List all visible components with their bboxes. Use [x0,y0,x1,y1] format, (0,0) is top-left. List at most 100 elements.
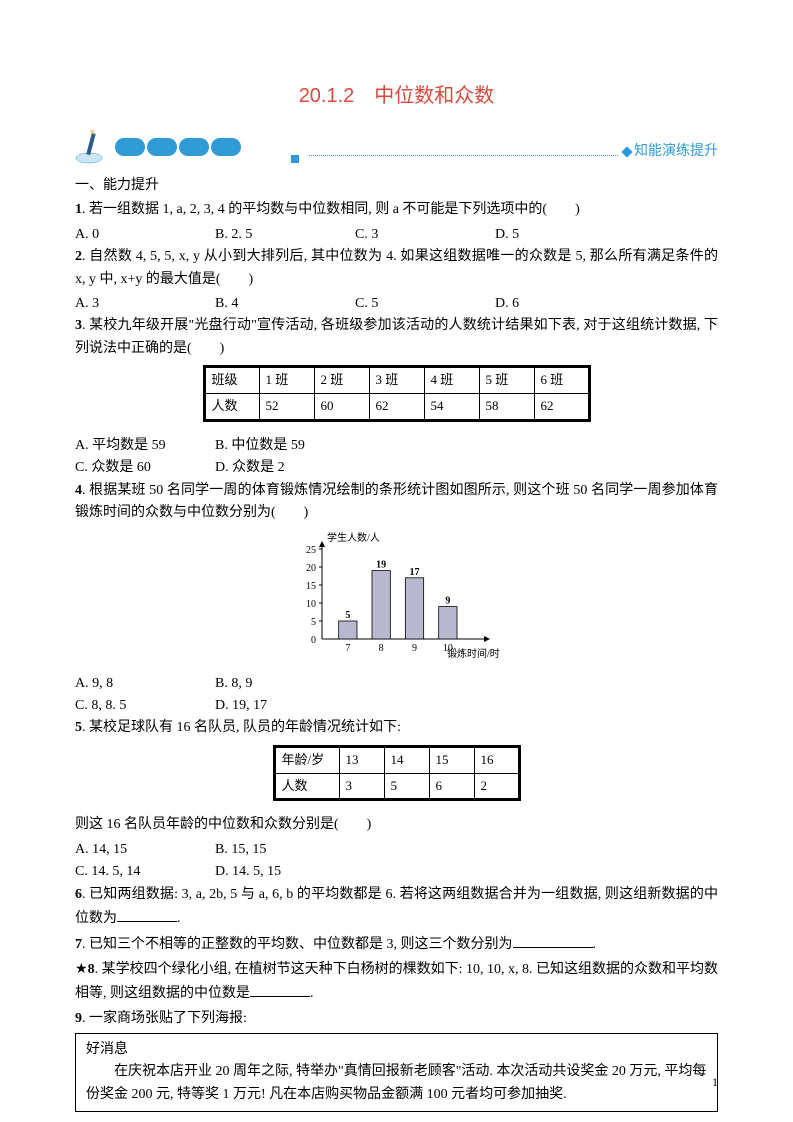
pencil-icon [75,130,110,165]
question-8: ★8. 某学校四个绿化小组, 在植树节这天种下白杨树的棵数如下: 10, 10,… [75,959,718,1006]
q5-options-row2: C. 14. 5, 14 D. 14. 5, 15 [75,861,718,883]
q4-options-row1: A. 9, 8 B. 8, 9 [75,673,718,695]
svg-text:9: 9 [412,643,417,654]
q3-options-row1: A. 平均数是 59 B. 中位数是 59 [75,435,718,457]
q5-r4: 2 [474,773,519,800]
svg-text:10: 10 [442,643,452,654]
q5-th2: 14 [384,746,429,773]
q4-bar-chart: 5101520250学生人数/人锻炼时间/时57198179910 [287,529,507,659]
q3-r2: 60 [314,393,369,420]
q5-opt-d: D. 14. 5, 15 [215,861,355,883]
q7-text-before: . 已知三个不相等的正整数的平均数、中位数都是 3, 则这三个数分别为 [82,937,513,952]
svg-text:9: 9 [445,596,450,607]
q3-r0: 人数 [204,393,259,420]
svg-text:5: 5 [311,617,316,628]
svg-text:17: 17 [409,567,419,578]
q6-text-after: . [177,911,181,926]
fill-blank [117,906,177,922]
q5-opt-c: C. 14. 5, 14 [75,861,215,883]
q4-opt-a: A. 9, 8 [75,673,215,695]
q6-num: 6 [75,887,82,902]
q1-num: 1 [75,202,82,217]
q5-r2: 5 [384,773,429,800]
q4-opt-d: D. 19, 17 [215,695,355,717]
q1-opt-b: B. 2. 5 [215,224,355,246]
q5-th0: 年龄/岁 [274,746,339,773]
q4-num: 4 [75,483,82,498]
q2-opt-c: C. 5 [355,293,495,315]
q5-options-row1: A. 14, 15 B. 15, 15 [75,839,718,861]
table-row: 人数 52 60 62 54 58 62 [204,393,589,420]
fill-blank [513,932,593,948]
banner-text: 知能演练提升 [634,141,718,163]
q3-num: 3 [75,318,82,333]
q5-r1: 3 [339,773,384,800]
q4-options-row2: C. 8, 8. 5 D. 19, 17 [75,695,718,717]
svg-text:学生人数/人: 学生人数/人 [327,531,380,544]
q3-r6: 62 [534,393,589,420]
table-row: 人数 3 5 6 2 [274,773,519,800]
q2-opt-b: B. 4 [215,293,355,315]
q3-r3: 62 [369,393,424,420]
poster-box: 好消息 在庆祝本店开业 20 周年之际, 特举办"真情回报新老顾客"活动. 本次… [75,1033,718,1112]
question-4: 4. 根据某班 50 名同学一周的体育锻炼情况绘制的条形统计图如图所示, 则这个… [75,480,718,525]
q3-text: . 某校九年级开展"光盘行动"宣传活动, 各班级参加该活动的人数统计结果如下表,… [75,318,718,355]
fill-blank [250,981,310,997]
diamond-icon [621,146,632,157]
q3-r1: 52 [259,393,314,420]
q5-r0: 人数 [274,773,339,800]
page-number: 1 [712,1073,718,1092]
q1-opt-a: A. 0 [75,224,215,246]
small-square-icon [291,155,299,163]
q8-num: 8 [88,962,95,977]
q3-opt-d: D. 众数是 2 [215,457,415,479]
svg-text:7: 7 [345,643,350,654]
q5-opt-b: B. 15, 15 [215,839,355,861]
svg-text:0: 0 [311,635,316,646]
svg-text:19: 19 [376,560,386,571]
q4-chart-container: 5101520250学生人数/人锻炼时间/时57198179910 [75,529,718,667]
q5-th4: 16 [474,746,519,773]
q5-th3: 15 [429,746,474,773]
star-icon: ★ [75,962,88,977]
q3-th3: 3 班 [369,367,424,394]
q5-opt-a: A. 14, 15 [75,839,215,861]
q2-opt-a: A. 3 [75,293,215,315]
q5-table: 年龄/岁 13 14 15 16 人数 3 5 6 2 [273,745,521,802]
q7-num: 7 [75,937,82,952]
question-3: 3. 某校九年级开展"光盘行动"宣传活动, 各班级参加该活动的人数统计结果如下表… [75,315,718,360]
q4-opt-c: C. 8, 8. 5 [75,695,215,717]
q5-num: 5 [75,720,82,735]
q3-r5: 58 [479,393,534,420]
dotted-line [309,155,618,156]
q2-text: . 自然数 4, 5, 5, x, y 从小到大排列后, 其中位数为 4. 如果… [75,249,718,286]
svg-text:5: 5 [345,610,350,621]
question-1: 1. 若一组数据 1, a, 2, 3, 4 的平均数与中位数相同, 则 a 不… [75,199,718,221]
question-5: 5. 某校足球队有 16 名队员, 队员的年龄情况统计如下: [75,717,718,739]
q4-text: . 根据某班 50 名同学一周的体育锻炼情况绘制的条形统计图如图所示, 则这个班… [75,483,718,520]
svg-text:20: 20 [306,563,316,574]
svg-text:10: 10 [306,599,316,610]
svg-text:锻炼时间/时: 锻炼时间/时 [447,647,500,659]
q3-th2: 2 班 [314,367,369,394]
q9-num: 9 [75,1011,82,1026]
page-title: 20.1.2 中位数和众数 [75,80,718,112]
q9-text: . 一家商场张贴了下列海报: [82,1011,247,1026]
q5-text2: 则这 16 名队员年龄的中位数和众数分别是( ) [75,814,718,836]
q1-options: A. 0 B. 2. 5 C. 3 D. 5 [75,224,718,246]
svg-text:15: 15 [306,581,316,592]
question-2: 2. 自然数 4, 5, 5, x, y 从小到大排列后, 其中位数为 4. 如… [75,246,718,291]
q5-r3: 6 [429,773,474,800]
decorative-boxes [115,138,241,156]
q3-table: 班级 1 班 2 班 3 班 4 班 5 班 6 班 人数 52 60 62 5… [203,365,591,422]
poster-line1: 好消息 [86,1039,707,1061]
table-row: 班级 1 班 2 班 3 班 4 班 5 班 6 班 [204,367,589,394]
q8-text-after: . [310,986,314,1001]
q1-opt-d: D. 5 [495,224,635,246]
table-row: 年龄/岁 13 14 15 16 [274,746,519,773]
q4-opt-b: B. 8, 9 [215,673,355,695]
q3-opt-b: B. 中位数是 59 [215,435,415,457]
q3-opt-c: C. 众数是 60 [75,457,215,479]
question-6: 6. 已知两组数据: 3, a, 2b, 5 与 a, 6, b 的平均数都是 … [75,884,718,931]
section-banner: 知能演练提升 [75,127,718,167]
